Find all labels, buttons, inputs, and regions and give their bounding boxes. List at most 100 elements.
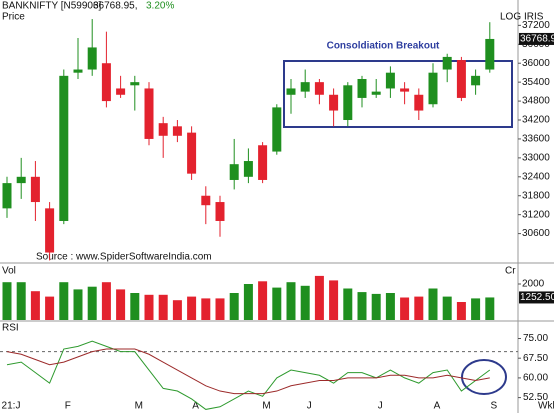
y-tick-label: 2000	[522, 279, 545, 290]
x-tick-label: M	[135, 401, 143, 412]
consolidation-box	[283, 60, 513, 128]
volume-bar	[172, 300, 182, 320]
volume-bar	[87, 286, 97, 320]
x-tick-label: F	[65, 401, 71, 412]
candle-body	[329, 94, 339, 111]
candle-body	[30, 176, 40, 203]
volume-bar	[144, 294, 154, 320]
x-tick-label: M	[262, 401, 270, 412]
candle-body	[343, 85, 353, 121]
x-tick-label: A	[192, 401, 199, 412]
volume-unit: Cr	[505, 266, 516, 277]
volume-bar	[229, 293, 239, 320]
header-price: 36768.95,	[93, 1, 138, 12]
volume-bar	[258, 281, 268, 320]
volume-bar	[130, 293, 140, 320]
candle-body	[144, 88, 154, 139]
x-tick-label: J	[378, 401, 383, 412]
candle-body	[172, 126, 182, 136]
candle-body	[243, 161, 253, 177]
volume-bar	[158, 294, 168, 320]
volume-bar	[400, 297, 410, 320]
candle-body	[87, 47, 97, 70]
volume-bar	[485, 297, 495, 320]
candle-body	[272, 107, 282, 152]
last-volume-label: 1252.50	[520, 292, 554, 303]
volume-bar	[371, 293, 381, 320]
y-tick-label: 33000	[522, 153, 550, 164]
annotation: Consoldiation Breakout	[327, 41, 440, 52]
y-tick-label: 34800	[522, 96, 550, 107]
y-tick-label: 31800	[522, 190, 550, 201]
volume-bar	[314, 275, 324, 320]
candle-body	[158, 123, 168, 136]
y-tick-label: 34200	[522, 115, 550, 126]
y-tick-label: 30600	[522, 228, 550, 239]
rsi-line	[6, 340, 491, 410]
last-volume-box	[519, 291, 554, 304]
volume-bar	[300, 285, 310, 320]
x-unit: Wkl	[538, 401, 554, 412]
candle-body	[485, 38, 495, 70]
volume-bar	[272, 287, 282, 320]
candle-body	[73, 69, 83, 73]
volume-bar	[215, 298, 225, 320]
candle-body	[456, 60, 466, 98]
volume-bar	[329, 280, 339, 320]
y-tick-label: 33600	[522, 134, 550, 145]
candle-body	[45, 208, 55, 253]
volume-bar	[343, 288, 353, 320]
volume-bar	[456, 302, 466, 320]
volume-label: Vol	[2, 266, 16, 277]
y-tick-label: 32400	[522, 171, 550, 182]
header-change: 3.20%	[146, 1, 174, 12]
volume-bar	[428, 288, 438, 320]
volume-bar	[442, 296, 452, 320]
candle-body	[428, 72, 438, 105]
rsi-line	[6, 348, 490, 395]
y-tick-label: 37200	[522, 20, 550, 31]
volume-bar	[357, 292, 367, 320]
volume-bar	[471, 298, 481, 320]
y-tick-label: 52.50	[523, 392, 548, 403]
y-tick-label: 75.00	[523, 333, 548, 344]
volume-bar	[385, 293, 395, 320]
x-tick-label: A	[434, 401, 441, 412]
volume-bar	[16, 282, 26, 320]
x-tick-label: S	[490, 401, 497, 412]
rsi-label: RSI	[2, 323, 19, 334]
y-tick-label: 35400	[522, 77, 550, 88]
y-tick-label: 60.00	[523, 373, 548, 384]
volume-bar	[73, 289, 83, 320]
candle-body	[16, 176, 26, 184]
candle-body	[201, 195, 211, 206]
candle-body	[229, 164, 239, 180]
volume-bar	[45, 296, 55, 320]
highlight-circle	[461, 359, 507, 395]
candle-body	[187, 132, 197, 174]
candle-body	[130, 82, 140, 86]
scale-label: LOG	[500, 12, 521, 23]
source: Source : www.SpiderSoftwareIndia.com	[36, 252, 212, 263]
volume-bar	[116, 289, 126, 320]
candle-body	[314, 82, 324, 95]
volume-bar	[187, 296, 197, 320]
candle-body	[101, 63, 111, 102]
volume-bar	[243, 284, 253, 320]
last-price-label: 36768.9	[520, 34, 554, 45]
x-tick-label: J	[307, 401, 312, 412]
chart-title: BANKNIFTY [N59906]	[2, 1, 102, 12]
candle-body	[300, 82, 310, 92]
candle-body	[371, 91, 381, 95]
volume-bar	[30, 291, 40, 320]
volume-bar	[59, 282, 69, 320]
candle-body	[258, 145, 268, 180]
candle-body	[385, 72, 395, 89]
candle-body	[414, 94, 424, 111]
candle-body	[215, 202, 225, 221]
candle-body	[2, 183, 12, 209]
candle-body	[400, 88, 410, 92]
price-label: Price	[2, 12, 25, 23]
x-tick-label: 21:J	[2, 401, 21, 412]
